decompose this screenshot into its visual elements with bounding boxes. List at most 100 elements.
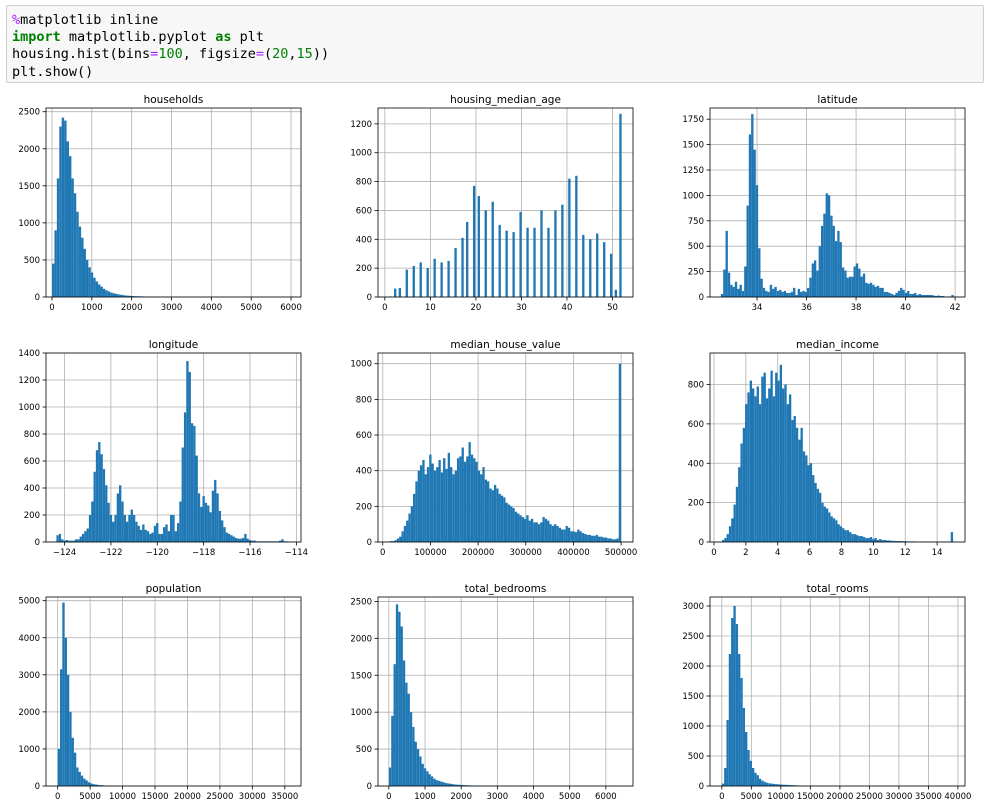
histogram-bar — [595, 534, 598, 542]
histogram-bar — [172, 515, 175, 542]
y-tick-label: 1200 — [350, 120, 372, 130]
histogram-bar — [414, 741, 417, 786]
histogram-bar — [563, 529, 566, 542]
histogram-bar — [735, 624, 739, 786]
histogram-bar — [426, 771, 429, 786]
histogram-bar — [832, 518, 836, 542]
histogram-bar — [493, 484, 497, 542]
histogram-bar — [540, 210, 543, 297]
subplot-housing-median-age: housing_median_age 0 10 20 30 40 50 0 200 400 600 8… — [350, 94, 634, 313]
histogram-bar — [115, 293, 118, 297]
code-token: % — [12, 12, 21, 28]
histogram-bar — [895, 292, 898, 297]
histogram-bar — [410, 506, 414, 542]
y-tick-label: 2000 — [18, 145, 40, 155]
histogram-bar — [554, 524, 557, 542]
y-tick-label: 2500 — [682, 632, 704, 642]
y-tick-label: 200 — [24, 511, 40, 521]
histogram-bar — [614, 539, 617, 542]
subplot-title: households — [144, 94, 204, 106]
x-tick-label: 1000 — [414, 792, 436, 802]
histogram-bar — [823, 213, 826, 297]
y-tick-label: 0 — [35, 782, 40, 792]
histogram-bar — [604, 537, 608, 542]
histogram-bar — [421, 763, 424, 786]
histogram-bar — [825, 193, 828, 297]
histogram-bar — [726, 720, 729, 786]
histogram-bar — [724, 768, 727, 786]
histogram-bar — [130, 509, 133, 542]
histogram-bar — [92, 784, 95, 786]
histogram-bar — [776, 290, 780, 297]
histogram-bar — [59, 126, 62, 297]
histogram-bar — [158, 533, 161, 542]
histogram-bar — [751, 388, 755, 542]
histogram-bar — [846, 530, 850, 542]
histogram-bar — [835, 520, 838, 542]
histogram-bar — [814, 482, 817, 542]
histogram-bar — [721, 783, 725, 786]
histogram-bar — [738, 654, 741, 786]
x-tick-label: 3000 — [161, 303, 183, 313]
histogram-bar — [865, 538, 868, 542]
histogram-bar — [790, 291, 794, 297]
histogram-bar — [507, 504, 511, 542]
y-tick-label: 500 — [356, 745, 372, 755]
y-tick-label: 400 — [24, 484, 40, 494]
histogram-bar — [739, 284, 742, 297]
histogram-bar — [733, 504, 736, 542]
histogram-bar — [809, 463, 813, 542]
code-token: housing.hist(bins — [12, 46, 151, 63]
histogram-bar — [740, 443, 743, 542]
histogram-bar — [786, 404, 789, 542]
code-cell[interactable]: %matplotlib inline import matplotlib.pypl… — [6, 5, 984, 83]
histogram-bar — [393, 664, 396, 786]
histogram-bar — [211, 490, 215, 542]
histogram-bar — [547, 227, 550, 297]
histogram-bar — [951, 294, 954, 297]
code-line: %matplotlib inline — [12, 12, 978, 29]
histogram-bar — [768, 783, 771, 786]
histogram-bar — [227, 533, 231, 542]
histogram-bar — [827, 195, 831, 297]
histogram-bar — [107, 502, 110, 542]
y-tick-label: 1400 — [18, 349, 40, 359]
histogram-bar — [830, 215, 833, 297]
x-tick-label: 35000 — [915, 792, 942, 802]
histogram-bar — [519, 515, 522, 542]
histogram-bar — [430, 776, 434, 786]
histogram-bar — [589, 239, 592, 297]
histogram-bar — [561, 204, 564, 297]
histogram-bar — [484, 479, 488, 542]
histogram-bar — [745, 404, 748, 542]
histogram-bar — [616, 538, 619, 542]
histogram-bar — [466, 221, 469, 297]
histogram-bar — [726, 534, 729, 542]
histogram-bar — [930, 294, 933, 297]
histogram-bar — [442, 782, 445, 786]
histogram-bar — [163, 527, 166, 542]
histogram-bar — [151, 532, 154, 542]
histogram-bar — [828, 512, 831, 542]
histogram-bar — [809, 277, 812, 297]
histogram-bar — [76, 211, 79, 297]
histogram-bar — [102, 288, 106, 297]
histogram-bar — [897, 290, 901, 297]
histogram-bar — [876, 540, 880, 542]
x-tick-label: 8 — [839, 548, 844, 558]
histogram-bar — [61, 117, 65, 298]
histogram-bar — [399, 536, 402, 542]
histogram-bar — [81, 533, 85, 542]
histogram-bar — [918, 293, 922, 297]
histogram-bar — [869, 537, 873, 542]
code-token: matplotlib.pyplot — [60, 29, 216, 46]
subplot-title: latitude — [817, 94, 857, 106]
histogram-bar — [202, 496, 205, 542]
y-tick-label: 600 — [356, 431, 372, 441]
histogram-bar — [433, 258, 436, 297]
histogram-bar — [846, 277, 849, 297]
histogram-bar — [731, 618, 734, 786]
histogram-bar — [820, 225, 824, 297]
histogram-bar — [246, 538, 249, 542]
histogram-bar — [183, 412, 187, 542]
